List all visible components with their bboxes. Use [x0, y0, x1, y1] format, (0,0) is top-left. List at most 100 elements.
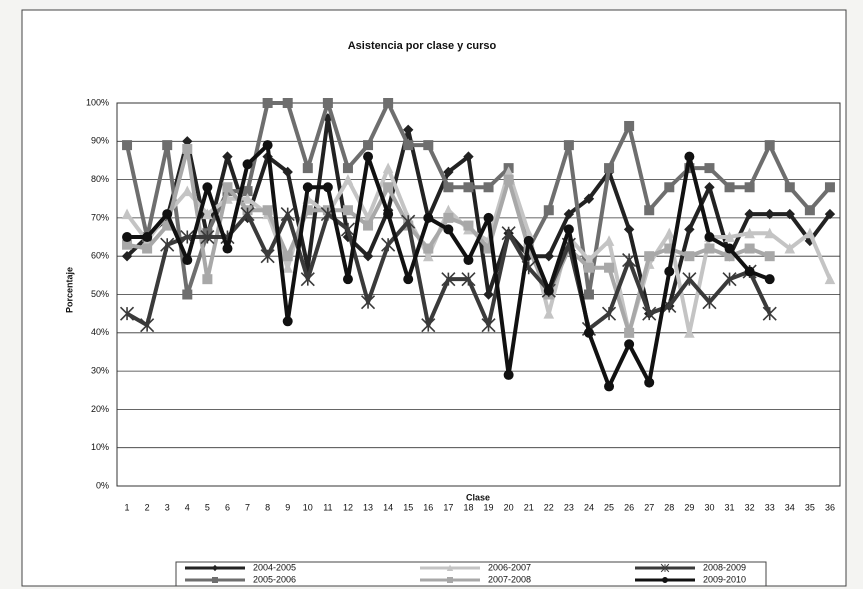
data-point: [684, 151, 695, 162]
data-point: [260, 249, 275, 264]
data-point: [722, 272, 737, 287]
data-point: [423, 140, 434, 151]
data-point: [181, 185, 193, 197]
data-point: [242, 193, 253, 204]
y-tick-label: 30%: [91, 365, 109, 375]
data-point: [664, 266, 675, 277]
legend-label: 2006-2007: [488, 562, 531, 572]
x-tick-label: 16: [423, 502, 433, 512]
x-tick-label: 5: [205, 502, 210, 512]
data-point: [644, 377, 655, 388]
data-point: [804, 227, 816, 239]
data-point: [624, 339, 635, 350]
data-point: [824, 273, 836, 285]
legend-label: 2004-2005: [253, 562, 296, 572]
x-tick-label: 21: [524, 502, 534, 512]
data-point: [764, 251, 775, 262]
data-point: [764, 208, 775, 220]
legend-marker: [661, 577, 668, 584]
data-point: [282, 262, 294, 273]
data-point: [784, 208, 795, 220]
x-tick-label: 34: [785, 502, 795, 512]
data-point: [604, 381, 615, 392]
data-point: [401, 214, 416, 229]
data-point: [342, 274, 353, 285]
y-tick-label: 90%: [91, 136, 109, 146]
x-tick-label: 33: [765, 502, 775, 512]
x-tick-label: 20: [504, 502, 514, 512]
x-tick-label: 4: [185, 502, 190, 512]
data-point: [604, 262, 615, 273]
data-point: [463, 182, 474, 193]
data-point: [824, 182, 835, 193]
x-tick-label: 18: [463, 502, 473, 512]
data-point: [421, 318, 436, 333]
data-point: [142, 232, 153, 243]
data-point: [160, 237, 175, 252]
legend-marker: [446, 564, 454, 571]
data-point: [222, 243, 233, 254]
data-point: [383, 209, 394, 220]
y-axis-label: Porcentaje: [64, 267, 74, 313]
data-point: [724, 182, 735, 193]
data-point: [262, 205, 273, 216]
data-point: [162, 209, 173, 220]
data-point: [663, 227, 675, 239]
data-point: [682, 272, 697, 287]
data-point: [684, 327, 695, 338]
data-point: [119, 306, 135, 321]
data-point: [804, 205, 815, 216]
legend-label: 2005-2006: [253, 574, 296, 584]
x-tick-label: 26: [624, 502, 634, 512]
data-point: [342, 163, 353, 174]
data-point: [523, 235, 534, 246]
y-tick-label: 20%: [91, 404, 109, 414]
data-point: [302, 182, 313, 193]
data-point: [280, 207, 295, 222]
y-tick-label: 0%: [96, 480, 109, 490]
data-point: [642, 306, 657, 321]
data-point: [784, 182, 795, 193]
data-point: [604, 163, 615, 174]
data-point: [443, 224, 454, 235]
data-point: [583, 193, 595, 204]
data-point: [624, 327, 635, 338]
data-point: [764, 274, 775, 285]
x-tick-label: 14: [383, 502, 393, 512]
data-point: [363, 140, 374, 151]
data-point: [704, 163, 715, 174]
x-tick-label: 17: [443, 502, 453, 512]
data-point: [624, 120, 635, 131]
data-point: [381, 237, 396, 252]
data-point: [342, 173, 354, 185]
data-point: [202, 208, 213, 220]
data-point: [463, 151, 474, 162]
x-tick-label: 7: [245, 502, 250, 512]
data-point: [644, 205, 655, 216]
data-point: [543, 308, 555, 319]
data-point: [443, 212, 454, 223]
data-point: [583, 262, 594, 273]
data-point: [140, 318, 155, 333]
data-point: [603, 235, 615, 246]
x-tick-label: 28: [664, 502, 674, 512]
data-point: [202, 182, 213, 193]
data-point: [762, 306, 777, 321]
data-point: [623, 224, 635, 235]
data-point: [182, 255, 193, 266]
data-point: [200, 229, 215, 245]
data-point: [684, 224, 695, 235]
x-tick-label: 32: [745, 502, 755, 512]
legend-marker: [211, 564, 219, 572]
data-point: [503, 369, 514, 380]
data-point: [744, 227, 755, 239]
data-point: [342, 205, 353, 216]
data-point: [363, 151, 374, 162]
data-point: [702, 295, 717, 310]
data-point: [583, 327, 594, 338]
data-point: [121, 208, 133, 220]
data-point: [463, 255, 474, 266]
x-tick-label: 24: [584, 502, 594, 512]
data-point: [360, 295, 376, 310]
